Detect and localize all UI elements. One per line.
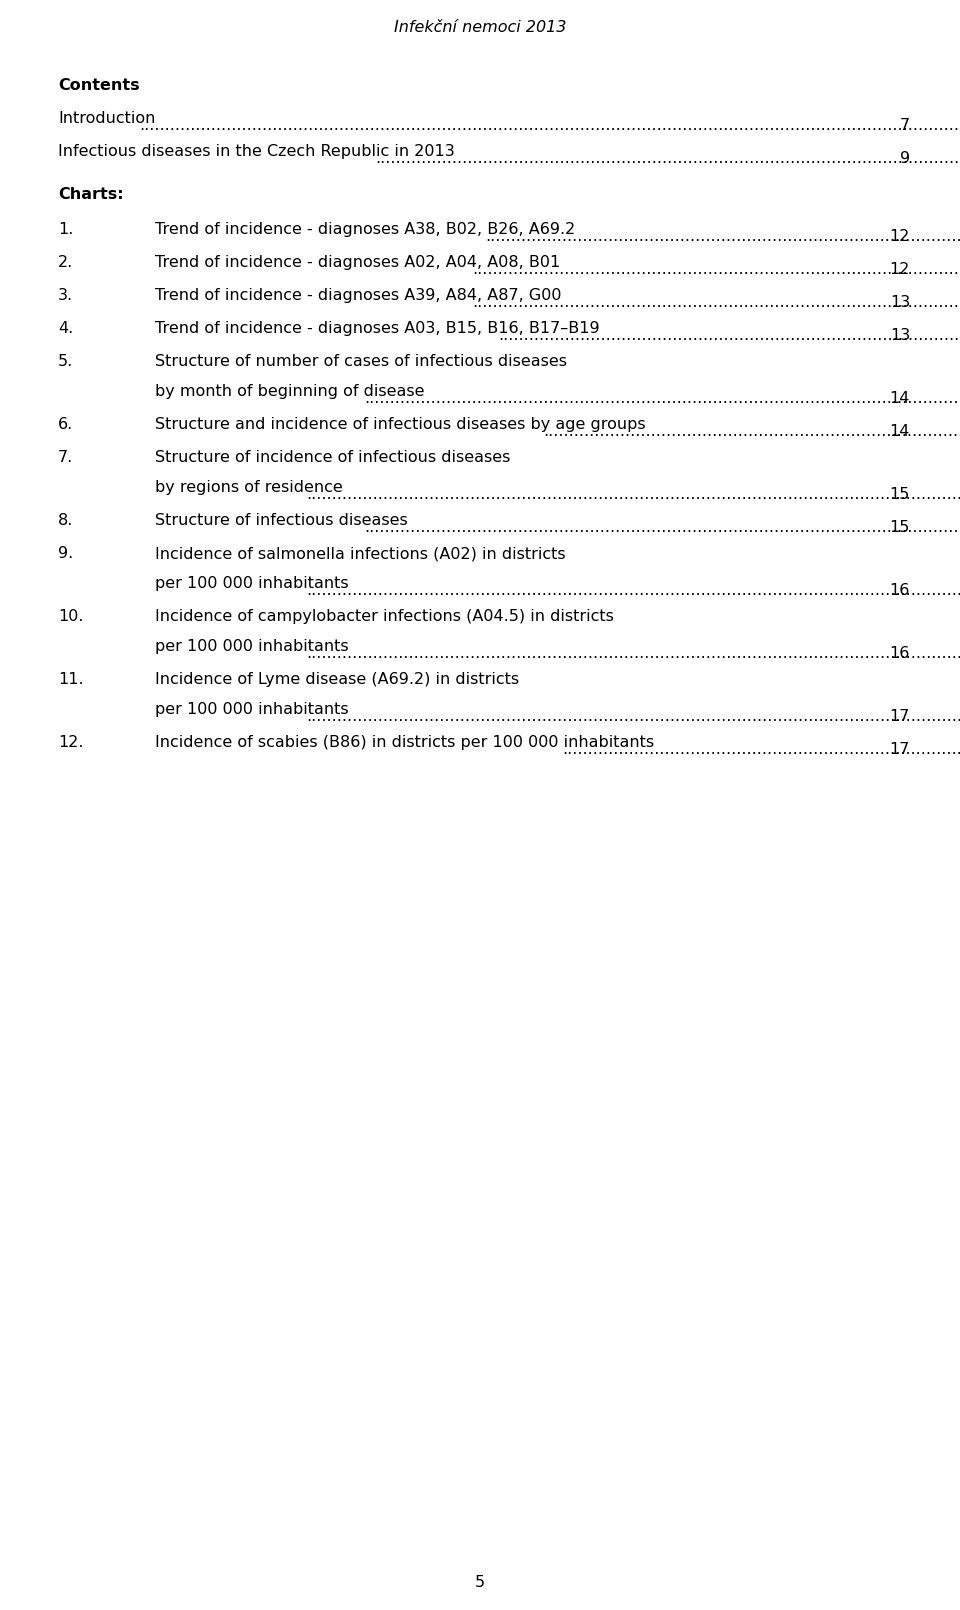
Text: 12: 12 (890, 262, 910, 277)
Text: Structure and incidence of infectious diseases by age groups: Structure and incidence of infectious di… (155, 417, 646, 431)
Text: 16: 16 (890, 646, 910, 662)
Text: Incidence of campylobacter infections (A04.5) in districts: Incidence of campylobacter infections (A… (155, 609, 613, 625)
Text: 15: 15 (890, 488, 910, 502)
Text: ................................................................................: ........................................… (306, 583, 960, 599)
Text: 12.: 12. (58, 736, 84, 750)
Text: 15: 15 (890, 520, 910, 536)
Text: 4.: 4. (58, 320, 73, 336)
Text: ................................................................................: ........................................… (472, 295, 960, 311)
Text: Incidence of Lyme disease (A69.2) in districts: Incidence of Lyme disease (A69.2) in dis… (155, 671, 519, 687)
Text: 5: 5 (475, 1575, 485, 1591)
Text: Incidence of scabies (B86) in districts per 100 000 inhabitants: Incidence of scabies (B86) in districts … (155, 736, 654, 750)
Text: 16: 16 (890, 583, 910, 599)
Text: ................................................................................: ........................................… (306, 710, 960, 724)
Text: 11.: 11. (58, 671, 84, 687)
Text: 7.: 7. (58, 451, 73, 465)
Text: 8.: 8. (58, 514, 73, 528)
Text: Trend of incidence - diagnoses A03, B15, B16, B17–B19: Trend of incidence - diagnoses A03, B15,… (155, 320, 600, 336)
Text: 14: 14 (890, 391, 910, 406)
Text: ................................................................................: ........................................… (498, 328, 960, 343)
Text: 17: 17 (890, 742, 910, 757)
Text: Structure of number of cases of infectious diseases: Structure of number of cases of infectio… (155, 354, 567, 369)
Text: 13: 13 (890, 328, 910, 343)
Text: 6.: 6. (58, 417, 73, 431)
Text: ................................................................................: ........................................… (543, 425, 960, 440)
Text: Trend of incidence - diagnoses A02, A04, A08, B01: Trend of incidence - diagnoses A02, A04,… (155, 254, 561, 270)
Text: 17: 17 (890, 710, 910, 724)
Text: 9: 9 (900, 151, 910, 166)
Text: Contents: Contents (58, 77, 139, 93)
Text: Incidence of salmonella infections (A02) in districts: Incidence of salmonella infections (A02)… (155, 546, 565, 560)
Text: 12: 12 (890, 229, 910, 245)
Text: ................................................................................: ........................................… (364, 520, 960, 536)
Text: ................................................................................: ........................................… (139, 119, 960, 134)
Text: per 100 000 inhabitants: per 100 000 inhabitants (155, 702, 348, 716)
Text: 13: 13 (890, 295, 910, 311)
Text: 10.: 10. (58, 609, 84, 625)
Text: ................................................................................: ........................................… (364, 391, 960, 406)
Text: Introduction: Introduction (58, 111, 156, 126)
Text: 1.: 1. (58, 222, 73, 237)
Text: ................................................................................: ........................................… (306, 646, 960, 662)
Text: Structure of infectious diseases: Structure of infectious diseases (155, 514, 408, 528)
Text: ................................................................................: ........................................… (486, 229, 960, 245)
Text: by regions of residence: by regions of residence (155, 480, 343, 494)
Text: 5.: 5. (58, 354, 73, 369)
Text: 7: 7 (900, 119, 910, 134)
Text: ................................................................................: ........................................… (472, 262, 960, 277)
Text: Structure of incidence of infectious diseases: Structure of incidence of infectious dis… (155, 451, 511, 465)
Text: 9.: 9. (58, 546, 73, 560)
Text: 2.: 2. (58, 254, 73, 270)
Text: Trend of incidence - diagnoses A38, B02, B26, A69.2: Trend of incidence - diagnoses A38, B02,… (155, 222, 575, 237)
Text: ................................................................................: ........................................… (563, 742, 960, 757)
Text: ................................................................................: ........................................… (375, 151, 960, 166)
Text: per 100 000 inhabitants: per 100 000 inhabitants (155, 639, 348, 654)
Text: per 100 000 inhabitants: per 100 000 inhabitants (155, 576, 348, 591)
Text: Infekční nemoci 2013: Infekční nemoci 2013 (394, 19, 566, 35)
Text: 3.: 3. (58, 288, 73, 303)
Text: Trend of incidence - diagnoses A39, A84, A87, G00: Trend of incidence - diagnoses A39, A84,… (155, 288, 562, 303)
Text: Charts:: Charts: (58, 187, 124, 201)
Text: ................................................................................: ........................................… (306, 488, 960, 502)
Text: by month of beginning of disease: by month of beginning of disease (155, 385, 424, 399)
Text: 14: 14 (890, 425, 910, 440)
Text: Infectious diseases in the Czech Republic in 2013: Infectious diseases in the Czech Republi… (58, 143, 455, 159)
